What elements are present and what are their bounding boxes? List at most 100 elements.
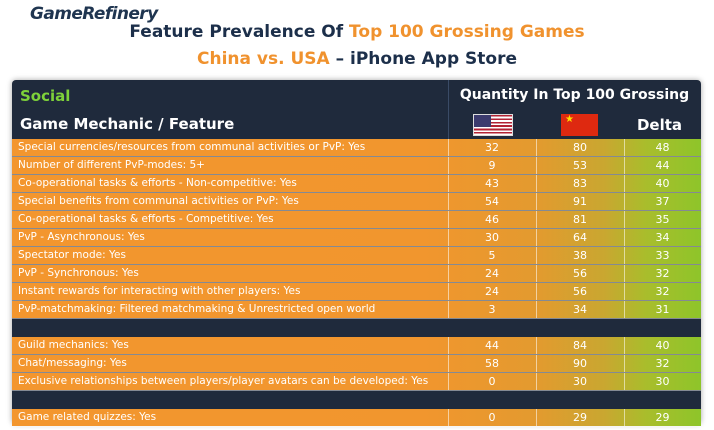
column-divider (448, 337, 449, 354)
column-divider (624, 355, 625, 372)
delta-value: 35 (655, 213, 670, 226)
table-row: Guild mechanics: Yes 44 84 40 (12, 337, 701, 355)
feature-label: Game related quizzes: Yes (18, 411, 157, 423)
column-divider (448, 175, 449, 192)
title-line1-highlight: Top 100 Grossing Games (349, 22, 585, 42)
gamerefinery-logo: GameRefinery (30, 4, 158, 24)
column-divider (624, 139, 625, 156)
feature-column-header: Game Mechanic / Feature (20, 115, 235, 133)
column-divider (448, 301, 449, 318)
table-header-top: Social Quantity In Top 100 Grossing (12, 85, 701, 110)
china-value: 81 (573, 213, 587, 226)
feature-label: Special benefits from communal activitie… (18, 195, 299, 207)
row-background (12, 247, 701, 264)
china-value: 30 (573, 375, 587, 388)
column-divider (448, 211, 449, 228)
delta-value: 32 (655, 285, 670, 298)
feature-label: Co-operational tasks & efforts - Non-com… (18, 177, 297, 189)
row-background (12, 265, 701, 282)
row-background (12, 175, 701, 192)
title-line2-text: – iPhone App Store (329, 49, 518, 69)
table-row: Game related quizzes: Yes 0 29 29 (12, 409, 701, 427)
delta-value: 48 (655, 141, 670, 154)
table-row: Chat/messaging: Yes 58 90 32 (12, 355, 701, 373)
table-row: Instant rewards for interacting with oth… (12, 283, 701, 301)
china-value: 53 (573, 159, 587, 172)
delta-value: 44 (655, 159, 670, 172)
column-divider (624, 229, 625, 246)
feature-label: Guild mechanics: Yes (18, 339, 129, 351)
usa-value: 54 (485, 195, 499, 208)
table-row: Special benefits from communal activitie… (12, 193, 701, 211)
column-divider (536, 211, 537, 228)
column-divider (624, 373, 625, 390)
delta-value: 29 (655, 411, 670, 424)
usa-value: 58 (485, 357, 499, 370)
column-divider (536, 337, 537, 354)
row-background (12, 229, 701, 246)
delta-value: 31 (655, 303, 670, 316)
column-divider (448, 247, 449, 264)
table-row: Special currencies/resources from commun… (12, 139, 701, 157)
usa-value: 24 (485, 267, 499, 280)
column-divider (536, 283, 537, 300)
column-divider (448, 373, 449, 390)
china-value: 84 (573, 339, 587, 352)
column-divider (536, 157, 537, 174)
column-divider (536, 139, 537, 156)
usa-value: 24 (485, 285, 499, 298)
delta-value: 40 (655, 339, 670, 352)
china-value: 38 (573, 249, 587, 262)
table-row: PvP - Synchronous: Yes 24 56 32 (12, 265, 701, 283)
column-divider (624, 175, 625, 192)
delta-value: 33 (655, 249, 670, 262)
table-header-columns: Game Mechanic / Feature ★ Delta (12, 111, 701, 139)
usa-flag-icon (473, 114, 513, 136)
usa-value: 0 (488, 411, 496, 424)
column-divider (448, 139, 449, 156)
column-divider (624, 337, 625, 354)
column-divider (624, 409, 625, 426)
row-background (12, 301, 701, 318)
delta-column-header: Delta (636, 116, 683, 134)
china-value: 64 (573, 231, 587, 244)
delta-value: 30 (655, 375, 670, 388)
row-background (12, 157, 701, 174)
feature-label: Co-operational tasks & efforts - Competi… (18, 213, 274, 225)
column-divider (624, 211, 625, 228)
china-value: 29 (573, 411, 587, 424)
table-row: PvP - Asynchronous: Yes 30 64 34 (12, 229, 701, 247)
row-background (12, 193, 701, 210)
row-background (12, 409, 701, 426)
chart-title-line2: China vs. USA – iPhone App Store (0, 49, 714, 69)
usa-value: 43 (485, 177, 499, 190)
column-divider (624, 157, 625, 174)
feature-label: PvP - Synchronous: Yes (18, 267, 139, 279)
table-row: Co-operational tasks & efforts - Competi… (12, 211, 701, 229)
china-value: 56 (573, 267, 587, 280)
section-label: Social (20, 87, 71, 105)
usa-value: 0 (488, 375, 496, 388)
china-value: 91 (573, 195, 587, 208)
column-divider (448, 355, 449, 372)
feature-label: Exclusive relationships between players/… (18, 375, 429, 387)
usa-value: 44 (485, 339, 499, 352)
table-row: PvP-matchmaking: Filtered matchmaking & … (12, 301, 701, 319)
column-divider (448, 157, 449, 174)
feature-label: Special currencies/resources from commun… (18, 141, 366, 153)
column-divider (448, 265, 449, 282)
usa-value: 9 (488, 159, 496, 172)
column-divider (536, 355, 537, 372)
row-background (12, 283, 701, 300)
column-divider (536, 301, 537, 318)
feature-label: Chat/messaging: Yes (18, 357, 127, 369)
usa-value: 5 (488, 249, 496, 262)
column-divider (536, 409, 537, 426)
china-flag-icon: ★ (561, 114, 598, 136)
row-background (12, 139, 701, 156)
column-divider (536, 373, 537, 390)
table-row: Spectator mode: Yes 5 38 33 (12, 247, 701, 265)
column-divider (536, 193, 537, 210)
delta-value: 37 (655, 195, 670, 208)
feature-label: Number of different PvP-modes: 5+ (18, 159, 205, 171)
